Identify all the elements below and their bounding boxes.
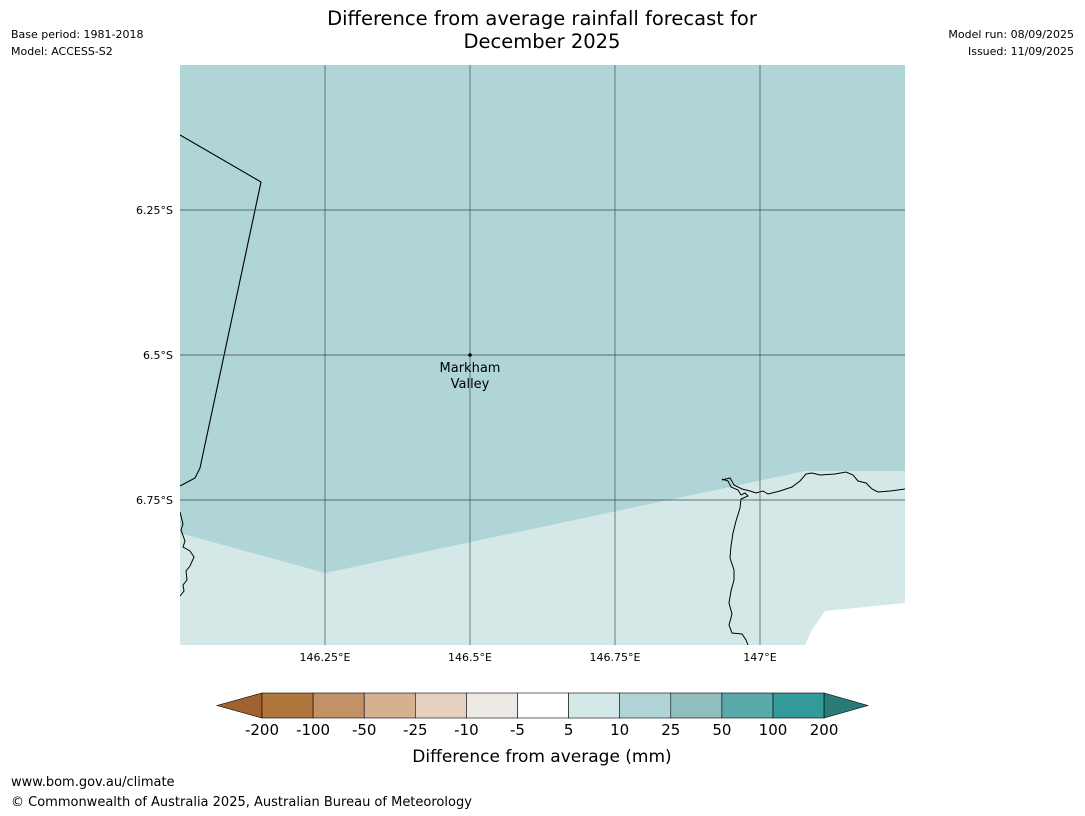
colorbar-segment <box>312 692 365 719</box>
colorbar-tick-label: 50 <box>712 721 731 739</box>
border-line <box>180 134 262 487</box>
longitude-labels: 146.25°E 146.5°E 146.75°E 147°E <box>300 651 777 664</box>
colorbar-tick-label: -50 <box>352 721 377 739</box>
place-label-line-2: Valley <box>451 377 490 392</box>
colorbar-segment <box>261 692 314 719</box>
markham-river <box>721 478 749 645</box>
lat-label: 6.5°S <box>143 349 173 362</box>
colorbar-segment <box>466 692 518 719</box>
colorbar: -200 -100 -50 -25 -10 -5 5 10 25 50 100 200 <box>215 692 870 739</box>
colorbar-segment <box>772 692 825 719</box>
sea-area <box>805 603 905 645</box>
colorbar-segment <box>414 692 467 719</box>
base-info: Base period: 1981-2018 Model: ACCESS-S2 <box>11 26 143 60</box>
colorbar-segment <box>363 692 416 719</box>
lat-label: 6.75°S <box>136 494 173 507</box>
colorbar-title: Difference from average (mm) <box>412 747 671 767</box>
colorbar-extend-low <box>215 692 263 719</box>
colorbar-tick-label: -100 <box>296 721 330 739</box>
coastline <box>721 471 905 495</box>
colorbar-tick-label: -200 <box>245 721 279 739</box>
copyright-text: © Commonwealth of Australia 2025, Austra… <box>11 795 472 810</box>
latitude-labels: 6.25°S 6.5°S 6.75°S <box>136 204 173 507</box>
issued-text: Issued: 11/09/2025 <box>967 45 1074 58</box>
lon-label: 147°E <box>743 651 776 664</box>
lat-label: 6.25°S <box>136 204 173 217</box>
run-info: Model run: 08/09/2025 Issued: 11/09/2025 <box>948 26 1074 60</box>
colorbar-tick-label: -10 <box>454 721 479 739</box>
region-5-to-10 <box>180 471 905 645</box>
lon-label: 146.75°E <box>590 651 641 664</box>
colorbar-tick-label: 200 <box>810 721 839 739</box>
place-marker <box>468 353 472 357</box>
website-text: www.bom.gov.au/climate <box>11 775 175 790</box>
colorbar-segment <box>721 692 774 719</box>
lon-label: 146.5°E <box>448 651 492 664</box>
place-label-line-1: Markham <box>440 361 501 376</box>
map-plot-area <box>180 65 905 645</box>
base-period-text: Base period: 1981-2018 <box>11 28 144 41</box>
colorbar-extend-high <box>823 692 870 719</box>
title-line-2: December 2025 <box>463 30 621 53</box>
colorbar-tick-label: 100 <box>759 721 788 739</box>
model-text: Model: ACCESS-S2 <box>11 45 113 58</box>
colorbar-tick-label: -25 <box>403 721 428 739</box>
lon-label: 146.25°E <box>300 651 351 664</box>
page-title: Difference from average rainfall forecas… <box>240 7 844 53</box>
colorbar-tick-label: 5 <box>564 721 574 739</box>
colorbar-segment <box>619 692 672 719</box>
colorbar-segment <box>568 692 620 719</box>
colorbar-segment <box>670 692 723 719</box>
colorbar-tick-label: 25 <box>661 721 680 739</box>
colorbar-tick-label: 10 <box>610 721 629 739</box>
west-river <box>180 511 195 597</box>
model-run-text: Model run: 08/09/2025 <box>948 28 1074 41</box>
colorbar-tick-label: -5 <box>510 721 525 739</box>
colorbar-segment <box>517 692 569 719</box>
title-line-1: Difference from average rainfall forecas… <box>327 7 757 30</box>
